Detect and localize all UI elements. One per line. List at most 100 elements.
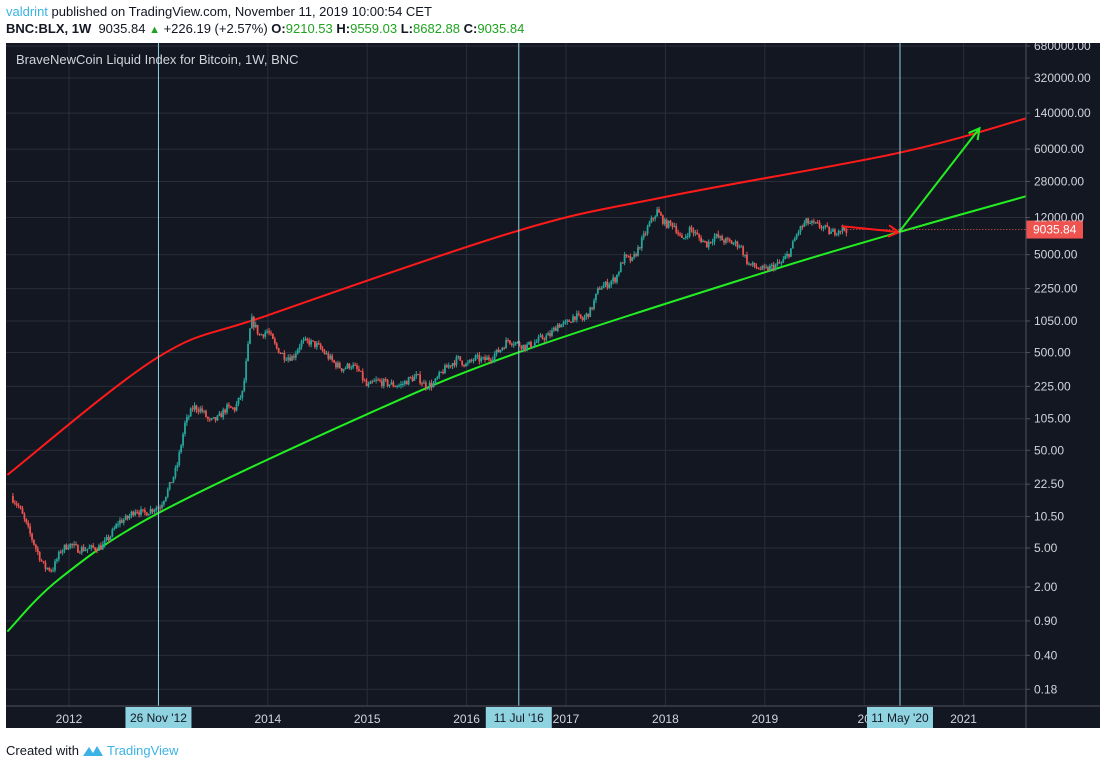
candle-body [254, 324, 257, 328]
candle-body [465, 363, 467, 367]
candle-body [287, 357, 290, 360]
candle-body [250, 316, 253, 329]
price-chart[interactable]: 9035.84 680000.00 320000.00 140000.00 60000.… [6, 43, 1100, 728]
candle-body [430, 382, 433, 388]
tradingview-link[interactable]: TradingView [106, 743, 179, 758]
candle-body [484, 357, 486, 360]
candle-body [417, 374, 420, 376]
candle-body [319, 344, 322, 349]
candle-body [784, 256, 787, 260]
candle-body [702, 240, 704, 243]
candle-body [826, 225, 829, 227]
candle-body [455, 357, 458, 366]
candle-body [746, 254, 748, 264]
candle-body [816, 222, 819, 224]
candle-body [304, 338, 307, 340]
tradingview-logo-icon [82, 745, 103, 756]
candle-body [50, 570, 53, 572]
y-tick-label: 60000.00 [1034, 142, 1084, 156]
candle-body [34, 544, 37, 549]
candle-body [92, 545, 95, 548]
candle-body [482, 357, 485, 359]
low-label: L: [400, 21, 413, 36]
candle-body [336, 362, 339, 368]
candle-body [19, 506, 22, 509]
candle-body [667, 220, 670, 228]
candle-body [654, 216, 657, 219]
candle-body [136, 511, 139, 513]
candle-body [833, 229, 836, 235]
candle-body [489, 359, 492, 361]
candle-body [44, 562, 47, 569]
candle-body [688, 227, 691, 237]
candle-body [828, 226, 831, 234]
candle-body [142, 509, 144, 511]
candle-body [646, 226, 649, 234]
candle-body [323, 350, 326, 354]
candle-body [361, 371, 364, 381]
candle-body [507, 340, 509, 342]
candle-body [625, 254, 628, 256]
candle-body [669, 220, 672, 224]
candle-body [598, 288, 601, 290]
candle-body [839, 230, 842, 232]
candle-body [197, 410, 200, 412]
candle-body [734, 241, 737, 244]
candle-body [214, 417, 217, 421]
candle-body [163, 501, 165, 505]
candle-body [88, 547, 91, 549]
candle-body [124, 515, 127, 520]
candle-body [776, 262, 779, 265]
candle-body [115, 524, 118, 529]
candle-body [682, 237, 685, 239]
candle-body [275, 343, 278, 348]
candle-body [380, 380, 383, 387]
candle-body [231, 407, 234, 409]
candle-body [130, 511, 133, 516]
candle-body [633, 254, 636, 258]
candle-body [551, 330, 553, 336]
footer: Created with TradingView [6, 743, 179, 758]
candle-body [226, 404, 228, 413]
candle-body [354, 364, 356, 366]
candle-body [642, 233, 645, 238]
candle-body [77, 545, 79, 553]
candle-body [562, 322, 565, 325]
candle-body [419, 374, 421, 384]
candle-body [300, 341, 303, 347]
candle-body [279, 353, 282, 355]
candle-body [805, 218, 808, 224]
candle-body [294, 353, 297, 358]
y-tick-label: 1050.00 [1034, 314, 1078, 328]
candle-body [224, 409, 227, 413]
candle-body [774, 264, 777, 270]
candle-body [310, 340, 313, 345]
author-link[interactable]: valdrint [6, 4, 48, 19]
candle-body [554, 327, 557, 331]
candle-body [717, 234, 720, 238]
candle-body [23, 513, 26, 519]
y-tick-label: 50.00 [1034, 443, 1064, 457]
candle-body [243, 380, 246, 391]
candle-body [665, 219, 668, 228]
candle-body [755, 266, 758, 268]
candle-body [145, 512, 148, 516]
candle-body [262, 334, 265, 337]
candle-body [679, 234, 681, 236]
y-tick-label: 10.50 [1034, 510, 1064, 524]
candle-body [608, 284, 611, 288]
candle-body [505, 340, 508, 349]
candle-body [700, 237, 702, 243]
candle-body [13, 502, 16, 504]
chart-panel[interactable]: 9035.84 680000.00 320000.00 140000.00 60000.… [6, 43, 1100, 728]
candle-body [793, 238, 796, 242]
candle-body [807, 218, 810, 224]
candle-body [740, 246, 743, 248]
candle-body [398, 385, 400, 387]
candle-body [577, 313, 580, 315]
candle-body [63, 544, 66, 551]
candle-body [543, 338, 546, 340]
candle-body [650, 217, 653, 223]
candle-body [715, 234, 718, 237]
candle-body [757, 267, 760, 270]
